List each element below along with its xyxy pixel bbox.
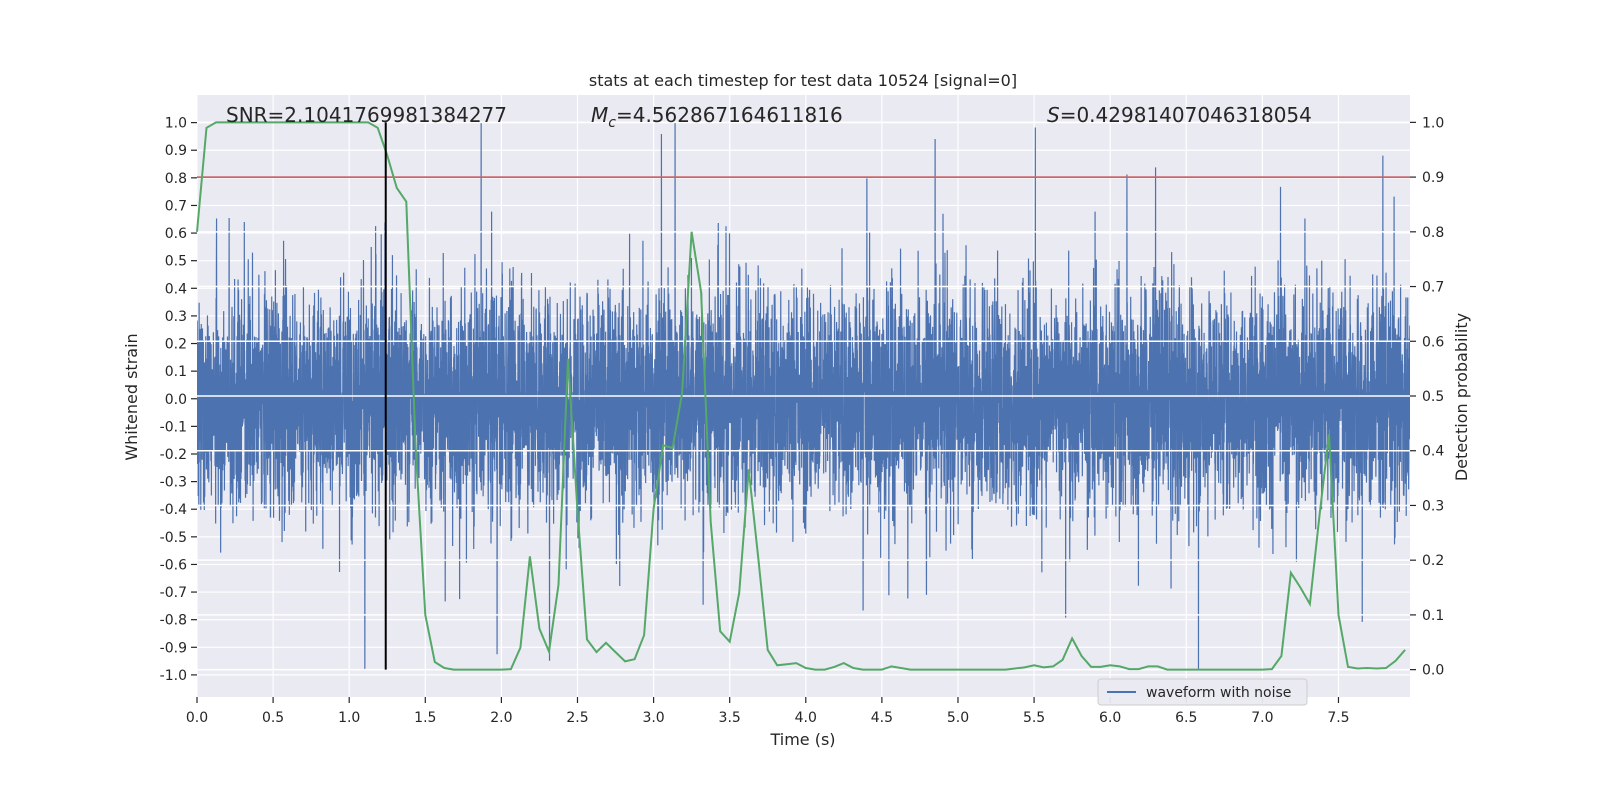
y-left-tick-label: 0.9 <box>165 143 187 159</box>
x-tick-label: 7.0 <box>1251 710 1273 726</box>
s-annotation: S=0.42981407046318054 <box>1047 103 1312 127</box>
y-left-tick-label: -0.4 <box>160 502 187 518</box>
y-left-tick-label: 0.1 <box>165 364 187 380</box>
ticks: -1.0 -0.9 -0.8 -0.7 -0.6 -0.5 -0.4 -0.3 -0.2 -0.1… <box>160 115 1445 726</box>
mc-annotation: Mc=4.562867164611816 <box>591 103 843 131</box>
x-tick-label: 3.0 <box>642 710 664 726</box>
y-right-tick-label: 0.4 <box>1422 444 1444 460</box>
y-left-tick-label: -0.6 <box>160 557 187 573</box>
y-left-tick-label: 0.2 <box>165 337 187 353</box>
y-left-tick-label: 0.6 <box>165 226 187 242</box>
y-left-tick-label: 0.7 <box>165 198 187 214</box>
y-left-tick-label: -0.3 <box>160 475 187 491</box>
y-left-tick-label: 0.0 <box>165 392 187 408</box>
x-tick-label: 0.0 <box>186 710 208 726</box>
y-left-tick-label: 1.0 <box>165 116 187 132</box>
mc-symbol: M <box>591 103 608 127</box>
x-axis-label: Time (s) <box>769 730 835 749</box>
y-right-tick-label: 0.1 <box>1422 608 1444 624</box>
y-right-tick-label: 1.0 <box>1422 115 1444 131</box>
x-tick-label: 2.0 <box>490 710 512 726</box>
x-tick-label: 4.0 <box>795 710 817 726</box>
mc-value: =4.562867164611816 <box>616 103 843 127</box>
y-left-tick-label: -1.0 <box>160 668 187 684</box>
s-symbol: S <box>1047 103 1060 127</box>
y-left-tick-label: -0.9 <box>160 640 187 656</box>
y-right-tick-label: 0.7 <box>1422 280 1444 296</box>
y-left-tick-label: -0.8 <box>160 613 187 629</box>
detection-probability-line <box>196 121 1406 671</box>
y-right-tick-label: 0.6 <box>1422 334 1444 350</box>
y-left-tick-label: 0.8 <box>165 171 187 187</box>
y-right-tick-label: 0.8 <box>1422 225 1444 241</box>
y-left-tick-label: 0.4 <box>165 281 187 297</box>
y-left-tick-label: 0.5 <box>165 254 187 270</box>
y-axis-left-label: Whitened strain <box>122 333 141 460</box>
y-axis-right-label: Detection probability <box>1452 313 1471 481</box>
y-right-tick-label: 0.2 <box>1422 553 1444 569</box>
chart-title: stats at each timestep for test data 105… <box>589 71 1017 90</box>
x-tick-label: 3.5 <box>719 710 741 726</box>
x-tick-label: 6.0 <box>1099 710 1121 726</box>
y-right-tick-label: 0.9 <box>1422 170 1444 186</box>
x-tick-label: 5.0 <box>947 710 969 726</box>
y-left-tick-label: -0.2 <box>160 447 187 463</box>
y-left-tick-label: -0.1 <box>160 419 187 435</box>
x-tick-label: 1.0 <box>338 710 360 726</box>
mc-subscript: c <box>608 115 616 131</box>
y-left-tick-label: 0.3 <box>165 309 187 325</box>
y-right-tick-label: 0.5 <box>1422 389 1444 405</box>
legend: waveform with noise <box>1097 678 1308 706</box>
x-tick-label: 4.5 <box>871 710 893 726</box>
x-tick-label: 2.5 <box>566 710 588 726</box>
x-tick-label: 5.5 <box>1023 710 1045 726</box>
snr-annotation: SNR=2.1041769981384277 <box>226 103 507 127</box>
x-tick-label: 6.5 <box>1175 710 1197 726</box>
y-left-tick-label: -0.7 <box>160 585 187 601</box>
y-left-tick-label: -0.5 <box>160 530 187 546</box>
s-value: =0.42981407046318054 <box>1060 103 1312 127</box>
y-right-tick-label: 0.0 <box>1422 663 1444 679</box>
legend-box <box>1097 678 1308 706</box>
y-right-tick-label: 0.3 <box>1422 498 1444 514</box>
x-tick-label: 1.5 <box>414 710 436 726</box>
legend-entry: waveform with noise <box>1146 685 1291 701</box>
x-tick-label: 0.5 <box>262 710 284 726</box>
x-tick-label: 7.5 <box>1327 710 1349 726</box>
